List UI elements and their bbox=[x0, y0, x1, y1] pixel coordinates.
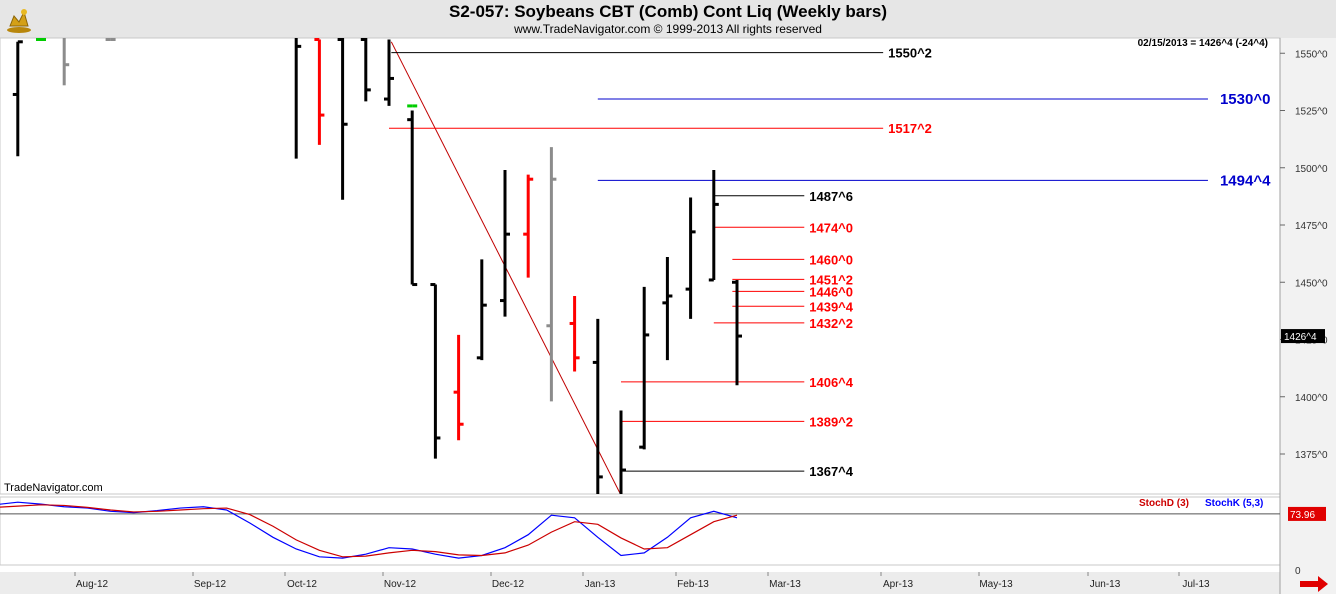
ohlc-bar bbox=[662, 257, 673, 361]
level-label: 1517^2 bbox=[888, 121, 932, 136]
x-tick-label: Aug-12 bbox=[76, 579, 109, 590]
stoch-line-d bbox=[0, 504, 738, 558]
ohlc-bar bbox=[685, 197, 696, 319]
ohlc-bar bbox=[36, 38, 46, 42]
ohlc-bar bbox=[500, 170, 510, 317]
ohlc-bar bbox=[62, 38, 70, 86]
x-tick-label: Mar-13 bbox=[769, 579, 801, 590]
chart-title: S2-057: Soybeans CBT (Comb) Cont Liq (We… bbox=[449, 2, 887, 21]
x-tick-label: Jan-13 bbox=[585, 579, 616, 590]
ohlc-bar bbox=[360, 38, 371, 102]
copyright-line: www.TradeNavigator.com © 1999-2013 All r… bbox=[514, 22, 822, 36]
level-label: 1451^2 bbox=[809, 272, 853, 287]
ohlc-bar bbox=[430, 283, 441, 459]
x-tick-label: Nov-12 bbox=[384, 579, 417, 590]
last-price-label: 1426^4 bbox=[1284, 332, 1317, 343]
ohlc-bar bbox=[407, 110, 418, 287]
ohlc-bar bbox=[639, 286, 650, 450]
level-label: 1406^4 bbox=[809, 375, 854, 390]
stoch-value-label: 73.96 bbox=[1290, 510, 1315, 521]
y-tick-label: 1550^0 bbox=[1295, 49, 1328, 60]
ohlc-bar bbox=[294, 38, 302, 159]
level-label: 1460^0 bbox=[809, 252, 853, 267]
ohlc-bar bbox=[12, 40, 23, 157]
level-label: 1446^0 bbox=[809, 284, 853, 299]
ohlc-bar bbox=[732, 279, 742, 386]
ohlc-bar bbox=[453, 334, 464, 441]
stochd-legend: StochD (3) bbox=[1139, 498, 1189, 509]
x-axis-panel bbox=[0, 572, 1280, 594]
ohlc-bar bbox=[708, 170, 719, 282]
level-label: 1439^4 bbox=[809, 299, 854, 314]
x-tick-label: Apr-13 bbox=[883, 579, 913, 590]
ohlc-bar bbox=[546, 147, 557, 402]
red-right-arrow-icon[interactable] bbox=[1300, 576, 1328, 592]
x-tick-label: Dec-12 bbox=[492, 579, 525, 590]
ohlc-bar bbox=[337, 38, 348, 200]
level-label: 1494^4 bbox=[1220, 172, 1271, 189]
price-panel bbox=[0, 37, 1281, 495]
y-tick-label: 1450^0 bbox=[1295, 278, 1328, 289]
y-tick-label: 1475^0 bbox=[1295, 221, 1328, 232]
x-tick-label: Jul-13 bbox=[1182, 579, 1210, 590]
stoch-y-tick-label: 0 bbox=[1295, 566, 1301, 577]
ohlc-bar bbox=[523, 174, 534, 278]
x-tick-label: Sep-12 bbox=[194, 579, 227, 590]
ohlc-bar bbox=[592, 318, 603, 494]
level-label: 1474^0 bbox=[809, 220, 853, 235]
x-tick-label: Feb-13 bbox=[677, 579, 709, 590]
x-tick-label: May-13 bbox=[979, 579, 1013, 590]
trendline bbox=[390, 41, 621, 494]
ohlc-bar bbox=[619, 410, 626, 494]
ohlc-bar bbox=[314, 38, 325, 145]
x-tick-label: Oct-12 bbox=[287, 579, 317, 590]
last-price-marker bbox=[1281, 329, 1325, 344]
y-axis-panel bbox=[1280, 38, 1336, 594]
y-tick-label: 1525^0 bbox=[1295, 107, 1328, 118]
gold-bull-bear-icon[interactable] bbox=[4, 4, 34, 34]
price-readout: 02/15/2013 = 1426^4 (-24^4) bbox=[1138, 38, 1268, 49]
y-tick-label: 1500^0 bbox=[1295, 164, 1328, 175]
stochk-legend: StochK (5,3) bbox=[1205, 498, 1263, 509]
level-label: 1530^0 bbox=[1220, 91, 1270, 108]
level-label: 1550^2 bbox=[888, 46, 932, 61]
tradenavigator-watermark: TradeNavigator.com bbox=[4, 482, 103, 494]
stoch-value-marker bbox=[1288, 506, 1326, 521]
y-tick-label: 1375^0 bbox=[1295, 450, 1328, 461]
level-label: 1432^2 bbox=[809, 316, 853, 331]
y-tick-label: 1400^0 bbox=[1295, 393, 1328, 404]
chart-header: S2-057: Soybeans CBT (Comb) Cont Liq (We… bbox=[0, 0, 1336, 38]
ohlc-bar bbox=[476, 259, 487, 361]
ohlc-bar bbox=[384, 39, 394, 106]
level-label: 1367^4 bbox=[809, 464, 854, 479]
level-label: 1389^2 bbox=[809, 414, 853, 429]
price-plot-area: 1550^2 1530^0 1517^2 1494^4 1487^6 1474^0 1460… bbox=[12, 38, 1271, 494]
ohlc-bar bbox=[569, 295, 580, 372]
level-label: 1487^6 bbox=[809, 189, 853, 204]
stoch-line-k bbox=[0, 501, 738, 559]
x-tick-label: Jun-13 bbox=[1090, 579, 1121, 590]
